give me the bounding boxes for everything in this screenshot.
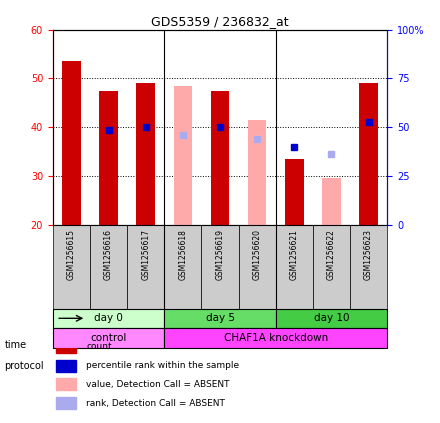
Text: control: control [90, 333, 127, 343]
Text: GSM1256619: GSM1256619 [216, 229, 224, 280]
Text: day 10: day 10 [314, 313, 349, 323]
Bar [56, 397, 76, 409]
Bar [285, 159, 304, 225]
Text: GSM1256617: GSM1256617 [141, 229, 150, 280]
FancyBboxPatch shape [276, 308, 387, 328]
Text: time: time [4, 340, 26, 350]
FancyBboxPatch shape [202, 225, 238, 308]
Text: GSM1256621: GSM1256621 [290, 229, 299, 280]
Bar [56, 341, 76, 353]
Bar [62, 61, 81, 225]
FancyBboxPatch shape [53, 328, 164, 348]
Text: GSM1256623: GSM1256623 [364, 229, 373, 280]
Bar [211, 91, 229, 225]
Text: count: count [86, 343, 112, 352]
FancyBboxPatch shape [53, 308, 164, 328]
Text: GSM1256622: GSM1256622 [327, 229, 336, 280]
Bar [322, 179, 341, 225]
FancyBboxPatch shape [164, 225, 202, 308]
Text: day 5: day 5 [205, 313, 235, 323]
Bar [56, 379, 76, 390]
Text: percentile rank within the sample: percentile rank within the sample [86, 361, 239, 370]
FancyBboxPatch shape [53, 225, 90, 308]
FancyBboxPatch shape [164, 328, 387, 348]
FancyBboxPatch shape [276, 225, 313, 308]
FancyBboxPatch shape [238, 225, 276, 308]
FancyBboxPatch shape [127, 225, 164, 308]
Bar [136, 83, 155, 225]
Bar [173, 86, 192, 225]
Text: GSM1256615: GSM1256615 [67, 229, 76, 280]
FancyBboxPatch shape [313, 225, 350, 308]
FancyBboxPatch shape [90, 225, 127, 308]
Title: GDS5359 / 236832_at: GDS5359 / 236832_at [151, 16, 289, 28]
Bar [359, 83, 378, 225]
Text: GSM1256618: GSM1256618 [178, 229, 187, 280]
Text: day 0: day 0 [94, 313, 123, 323]
Text: CHAF1A knockdown: CHAF1A knockdown [224, 333, 328, 343]
Text: GSM1256616: GSM1256616 [104, 229, 113, 280]
Text: value, Detection Call = ABSENT: value, Detection Call = ABSENT [86, 380, 230, 389]
Bar [248, 120, 267, 225]
Text: rank, Detection Call = ABSENT: rank, Detection Call = ABSENT [86, 398, 225, 408]
FancyBboxPatch shape [164, 308, 276, 328]
Bar [56, 360, 76, 372]
FancyBboxPatch shape [350, 225, 387, 308]
Text: GSM1256620: GSM1256620 [253, 229, 262, 280]
Bar [99, 91, 118, 225]
Text: protocol: protocol [4, 361, 44, 371]
